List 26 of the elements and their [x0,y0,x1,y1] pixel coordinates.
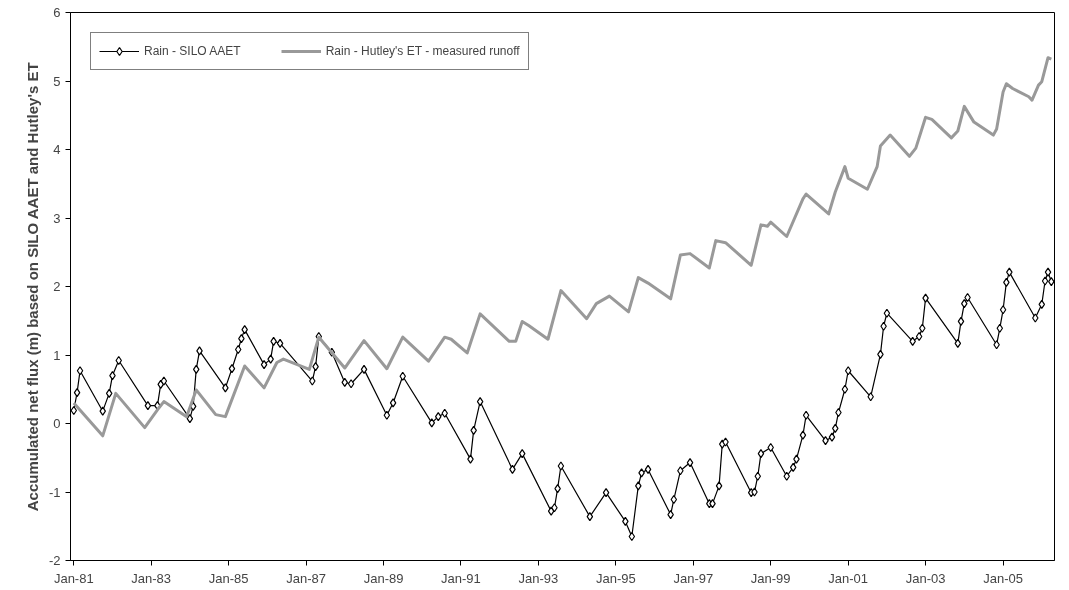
y-axis-title: Accumulated net flux (m) based on SILO AAET and Hutley's ET [23,62,41,512]
y-tick-label: 1 [53,347,61,363]
legend-label: Rain - Hutley's ET - measured runoff [325,44,520,58]
x-tick-label: Jan-91 [441,570,481,586]
x-tick-label: Jan-89 [363,570,404,586]
x-tick-label: Jan-83 [131,570,172,586]
y-tick-label: 3 [53,210,61,226]
x-tick-label: Jan-81 [53,570,94,586]
x-tick-label: Jan-95 [595,570,636,586]
x-tick-label: Jan-85 [208,570,249,586]
line-series [72,56,1053,438]
y-tick-label: 0 [53,416,61,431]
legend-label: Rain - SILO AAET [144,44,241,58]
y-tick-label: -1 [48,484,61,500]
x-tick-label: Jan-01 [828,570,869,586]
x-tick-label: Jan-03 [905,570,946,586]
x-tick-label: Jan-93 [518,570,559,586]
y-tick-label: 5 [53,73,61,89]
y-tick-label: 4 [53,142,61,157]
x-tick-label: Jan-87 [286,570,326,586]
y-tick-label: 6 [53,5,61,20]
x-tick-label: Jan-99 [750,570,791,586]
x-tick-label: Jan-05 [983,570,1023,586]
y-tick-label: 2 [53,279,61,294]
x-tick-label: Jan-97 [673,570,714,586]
y-tick-label: -2 [48,553,61,568]
